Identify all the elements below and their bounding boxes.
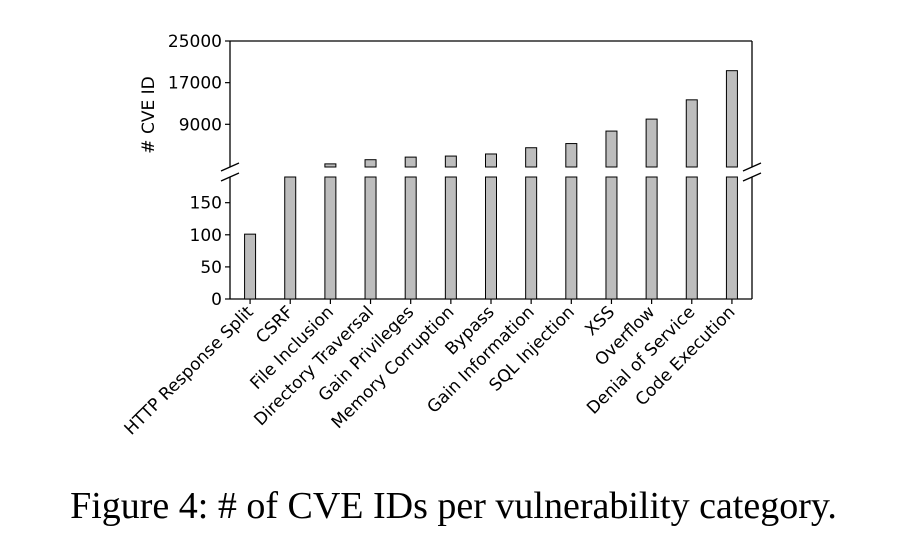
bar-lower-part xyxy=(404,176,417,300)
upper-y-tick-label: 25000 xyxy=(168,32,222,52)
bar-upper-part xyxy=(565,143,578,168)
bar-lower-part xyxy=(324,176,337,300)
bar-lower-part xyxy=(685,176,698,300)
upper-axes: 9000 17000 25000 xyxy=(168,32,762,182)
bar-lower-part xyxy=(605,176,618,300)
y-axis-label: # CVE ID xyxy=(139,76,159,153)
bar-upper-part xyxy=(685,99,698,168)
bar-lower-part xyxy=(525,176,538,300)
bar-upper-part xyxy=(364,159,377,168)
bar-lower-part xyxy=(565,176,578,300)
bar-lower-part xyxy=(444,176,457,300)
x-tick-label: HTTP Response Split xyxy=(121,302,258,439)
lower-y-tick-label: 0 xyxy=(211,290,222,310)
lower-y-tick-label: 150 xyxy=(190,194,222,214)
bars xyxy=(244,70,738,300)
bar-upper-part xyxy=(444,155,457,168)
bar-lower-part xyxy=(645,176,658,300)
bar-lower-part xyxy=(364,176,377,300)
bar xyxy=(244,233,257,300)
bar-upper-part xyxy=(725,70,738,168)
bar-lower-part xyxy=(725,176,738,300)
upper-y-tick-label: 17000 xyxy=(168,74,222,94)
lower-y-tick-label: 100 xyxy=(190,226,222,246)
bar-lower-part xyxy=(485,176,497,300)
bar-upper-part xyxy=(324,163,337,168)
upper-y-tick-label: 9000 xyxy=(179,115,222,135)
lower-y-tick-label: 50 xyxy=(200,258,222,278)
lower-axes: 0 50 100 150 xyxy=(190,177,753,310)
bar-upper-part xyxy=(645,118,658,168)
bar-upper-part xyxy=(404,156,417,168)
bar-lower-part xyxy=(284,176,297,300)
bar-upper-part xyxy=(525,147,538,168)
bar-upper-part xyxy=(605,130,618,168)
bar-upper-part xyxy=(485,153,497,168)
figure-caption: Figure 4: # of CVE IDs per vulnerability… xyxy=(70,485,837,527)
bar-chart: 9000 17000 25000 0 50 100 150 HTTP Response S… xyxy=(121,32,762,439)
